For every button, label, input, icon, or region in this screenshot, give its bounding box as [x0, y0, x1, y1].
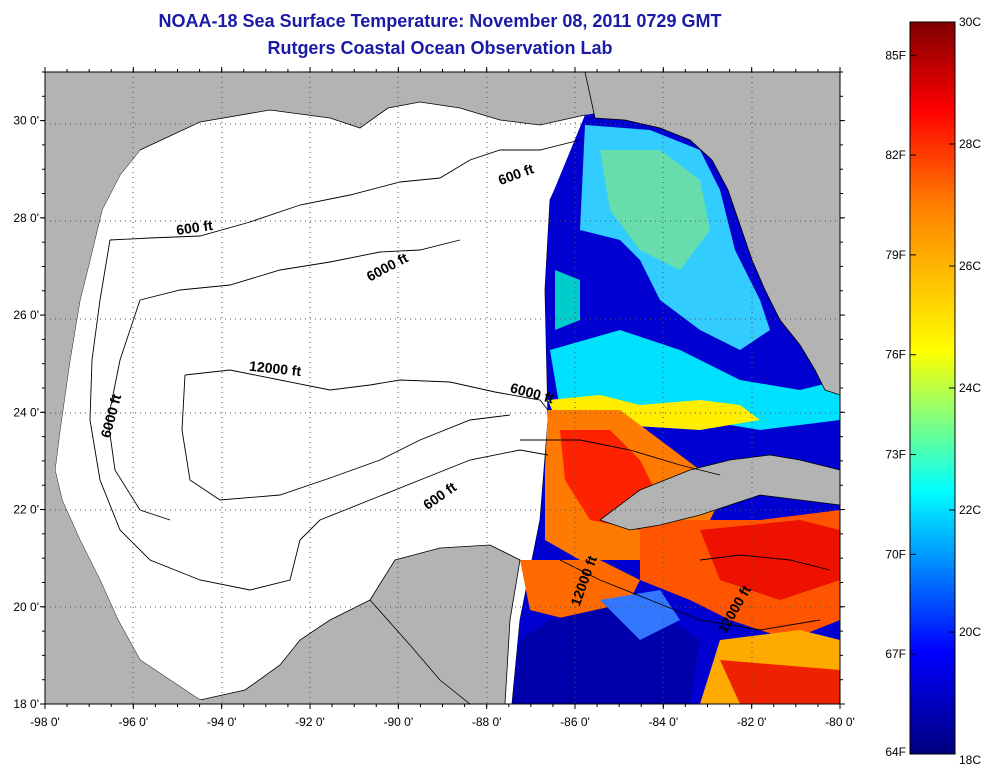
colorbar-c-label: 28C — [959, 137, 981, 151]
contour-label: 600 ft — [175, 217, 214, 238]
colorbar-f-label: 82F — [885, 148, 906, 162]
y-axis: 30 0' 28 0' 26 0' 24 0' 22 0' 20 0' 18 0' — [13, 71, 845, 711]
x-tick-label: -84 0' — [649, 715, 679, 729]
x-axis: -98 0' -96 0' -94 0' -92 0' -90 0' -88 0' -86 … — [30, 67, 855, 729]
colorbar-f-label: 85F — [885, 48, 906, 62]
florida — [584, 72, 840, 396]
colorbar — [909, 21, 956, 755]
colorbar-c-label: 30C — [959, 15, 981, 29]
map-subtitle: Rutgers Coastal Ocean Observation Lab — [267, 38, 613, 58]
colorbar-f-label: 76F — [885, 348, 906, 362]
colorbar-c-label: 26C — [959, 259, 981, 273]
depth-contours — [89, 139, 831, 631]
y-tick-label: 18 0' — [13, 697, 39, 711]
x-tick-label: -94 0' — [207, 715, 237, 729]
x-tick-label: -98 0' — [30, 715, 60, 729]
colorbar-celsius-ticks: 30C 28C 26C 24C 22C 20C 18C — [949, 15, 981, 767]
x-tick-label: -80 0' — [825, 715, 855, 729]
y-tick-label: 24 0' — [13, 405, 39, 419]
colorbar-f-label: 70F — [885, 547, 906, 561]
colorbar-fahrenheit-ticks: 85F 82F 79F 76F 73F 70F 67F 64F — [885, 48, 916, 759]
y-tick-label: 20 0' — [13, 600, 39, 614]
cuba — [599, 454, 840, 531]
map-title: NOAA-18 Sea Surface Temperature: Novembe… — [158, 11, 722, 31]
y-tick-label: 30 0' — [13, 114, 39, 128]
x-tick-label: -86 0' — [560, 715, 590, 729]
mexico-coast — [45, 72, 245, 704]
yucatan — [369, 544, 521, 704]
x-tick-label: -92 0' — [295, 715, 325, 729]
contour-label: 12000 ft — [248, 358, 302, 379]
x-tick-label: -96 0' — [119, 715, 149, 729]
colorbar-c-label: 24C — [959, 381, 981, 395]
colorbar-f-label: 79F — [885, 248, 906, 262]
y-tick-label: 22 0' — [13, 503, 39, 517]
colorbar-c-label: 18C — [959, 753, 981, 767]
graticule — [45, 72, 840, 704]
colorbar-f-label: 73F — [885, 448, 906, 462]
x-tick-label: -82 0' — [737, 715, 767, 729]
colorbar-f-label: 67F — [885, 647, 906, 661]
x-tick-label: -88 0' — [472, 715, 502, 729]
colorbar-c-label: 22C — [959, 503, 981, 517]
colorbar-f-label: 64F — [885, 745, 906, 759]
colorbar-c-label: 20C — [959, 625, 981, 639]
y-tick-label: 28 0' — [13, 211, 39, 225]
x-tick-label: -90 0' — [384, 715, 414, 729]
y-tick-label: 26 0' — [13, 308, 39, 322]
